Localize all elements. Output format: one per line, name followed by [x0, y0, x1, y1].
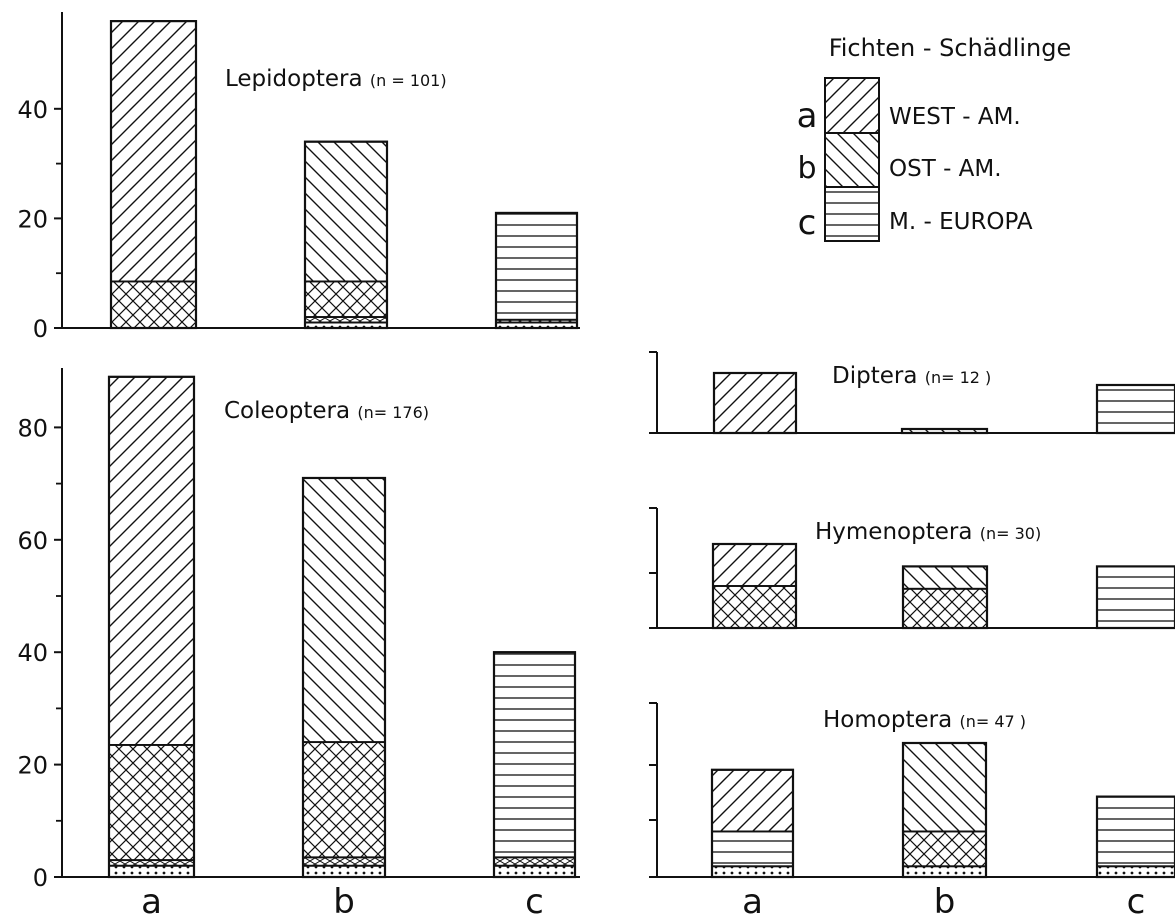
bar-outline — [711, 542, 798, 630]
bar-segment-diamond — [493, 856, 576, 867]
legend-letter-a: a — [797, 96, 818, 136]
bar-segment-top — [712, 543, 797, 587]
bar-segment-top — [1096, 565, 1175, 629]
y-tick-label: 0 — [33, 864, 48, 892]
bar-outline — [1095, 795, 1175, 879]
bar-outline — [107, 375, 196, 879]
bar-outline — [301, 476, 387, 879]
bar-segment-dotted — [302, 864, 386, 878]
bar-segment-top — [713, 372, 797, 434]
bar-segment-dotted — [1096, 865, 1175, 878]
bar-outline — [1095, 383, 1175, 435]
bar-c — [494, 211, 579, 330]
legend-letter-c: c — [798, 203, 817, 243]
bar-b — [901, 741, 988, 879]
x-category-label: a — [141, 882, 162, 918]
bar-a — [711, 542, 798, 630]
panel-title: Diptera (n= 12 ) — [832, 363, 991, 389]
bar-segment-crosshatch — [712, 585, 797, 629]
bar-c — [492, 651, 577, 879]
y-tick-label: 20 — [17, 205, 48, 233]
bar-segment-crosshatch — [304, 280, 388, 318]
bar-b — [900, 427, 989, 435]
y-tick-label: 20 — [17, 752, 48, 780]
bar-segment-crosshatch — [302, 741, 386, 859]
bar-a — [107, 375, 196, 879]
bar-b — [301, 476, 387, 879]
panel-hymenoptera: Hymenoptera (n= 30) — [649, 507, 1175, 630]
x-category-label: c — [1127, 882, 1146, 918]
panel-lepidoptera: 0 20 40 Lepidoptera (n = 101) — [17, 12, 580, 343]
bar-segment-crosshatch — [902, 587, 988, 629]
bar-segment-top — [495, 212, 578, 321]
bar-segment-top — [1096, 795, 1175, 868]
legend-swatch-c — [824, 186, 880, 242]
panel-coleoptera: 0 20 40 60 80 a b c Coleoptera (n= 176) — [17, 368, 580, 918]
panel-title: Coleoptera (n= 176) — [224, 398, 429, 424]
bar-c — [1095, 383, 1175, 435]
bar-outline — [494, 211, 579, 330]
bar-segment-dotted — [902, 865, 987, 878]
bar-c — [1095, 565, 1175, 630]
y-tick-label: 40 — [17, 96, 48, 124]
bar-segment-top — [711, 768, 794, 833]
panel-title: Hymenoptera (n= 30) — [815, 519, 1041, 545]
legend-swatch-a — [824, 77, 880, 134]
panel-title: Homoptera (n= 47 ) — [823, 707, 1026, 733]
bar-outline — [900, 427, 989, 435]
panel-diptera: Diptera (n= 12 ) — [649, 351, 1175, 435]
bar-segment-crosshatch — [110, 280, 197, 329]
x-category-label: a — [742, 882, 763, 918]
bar-segment-top — [110, 20, 197, 283]
bar-a — [109, 20, 198, 330]
bar-segment-top — [902, 742, 987, 833]
y-tick-label: 40 — [17, 639, 48, 667]
bar-segment-crosshatch — [108, 744, 195, 862]
bar-segment-diamond — [302, 856, 386, 867]
legend: Fichten - Schädlinge a WEST - AM. b OST … — [797, 34, 1072, 243]
bar-outline — [1095, 565, 1175, 630]
bar-segment-top — [302, 477, 386, 744]
bar-outline — [712, 371, 798, 435]
bar-outline — [492, 651, 577, 879]
y-tick-label: 0 — [33, 315, 48, 343]
y-tick-label: 80 — [17, 414, 48, 442]
legend-title: Fichten - Schädlinge — [829, 34, 1072, 62]
bar-segment-dotted — [711, 865, 794, 878]
bar-a — [710, 768, 795, 879]
bar-outline — [303, 140, 389, 330]
bar-c — [1095, 795, 1175, 879]
legend-letter-b: b — [797, 151, 816, 186]
bar-outline — [109, 20, 198, 330]
x-category-label: b — [333, 882, 355, 918]
bar-segment-top — [108, 375, 195, 746]
bar-outline — [710, 768, 795, 879]
bar-segment-top — [1096, 384, 1175, 434]
bar-outline — [901, 565, 989, 630]
bar-b — [901, 565, 989, 630]
legend-swatch-b — [824, 132, 880, 188]
bar-segment-top — [304, 140, 388, 283]
bar-b — [303, 140, 389, 330]
bar-segment-dotted — [493, 864, 576, 878]
y-tick-label: 60 — [17, 527, 48, 555]
bar-segment-top — [493, 651, 576, 859]
legend-label-b: OST - AM. — [889, 156, 1002, 182]
bar-a — [712, 371, 798, 435]
panel-homoptera: a b c Homoptera (n= 47 ) — [649, 702, 1175, 918]
legend-label-c: M. - EUROPA — [889, 209, 1033, 235]
legend-label-a: WEST - AM. — [889, 104, 1021, 130]
x-category-label: c — [525, 882, 544, 918]
bar-segment-crosshatch — [902, 830, 987, 868]
bar-segment-top — [902, 565, 988, 590]
bar-outline — [901, 741, 988, 879]
bar-segment-horizontal-low — [711, 830, 794, 868]
bar-segment-dotted — [108, 864, 195, 878]
panel-title: Lepidoptera (n = 101) — [225, 66, 447, 92]
x-category-label: b — [934, 882, 956, 918]
